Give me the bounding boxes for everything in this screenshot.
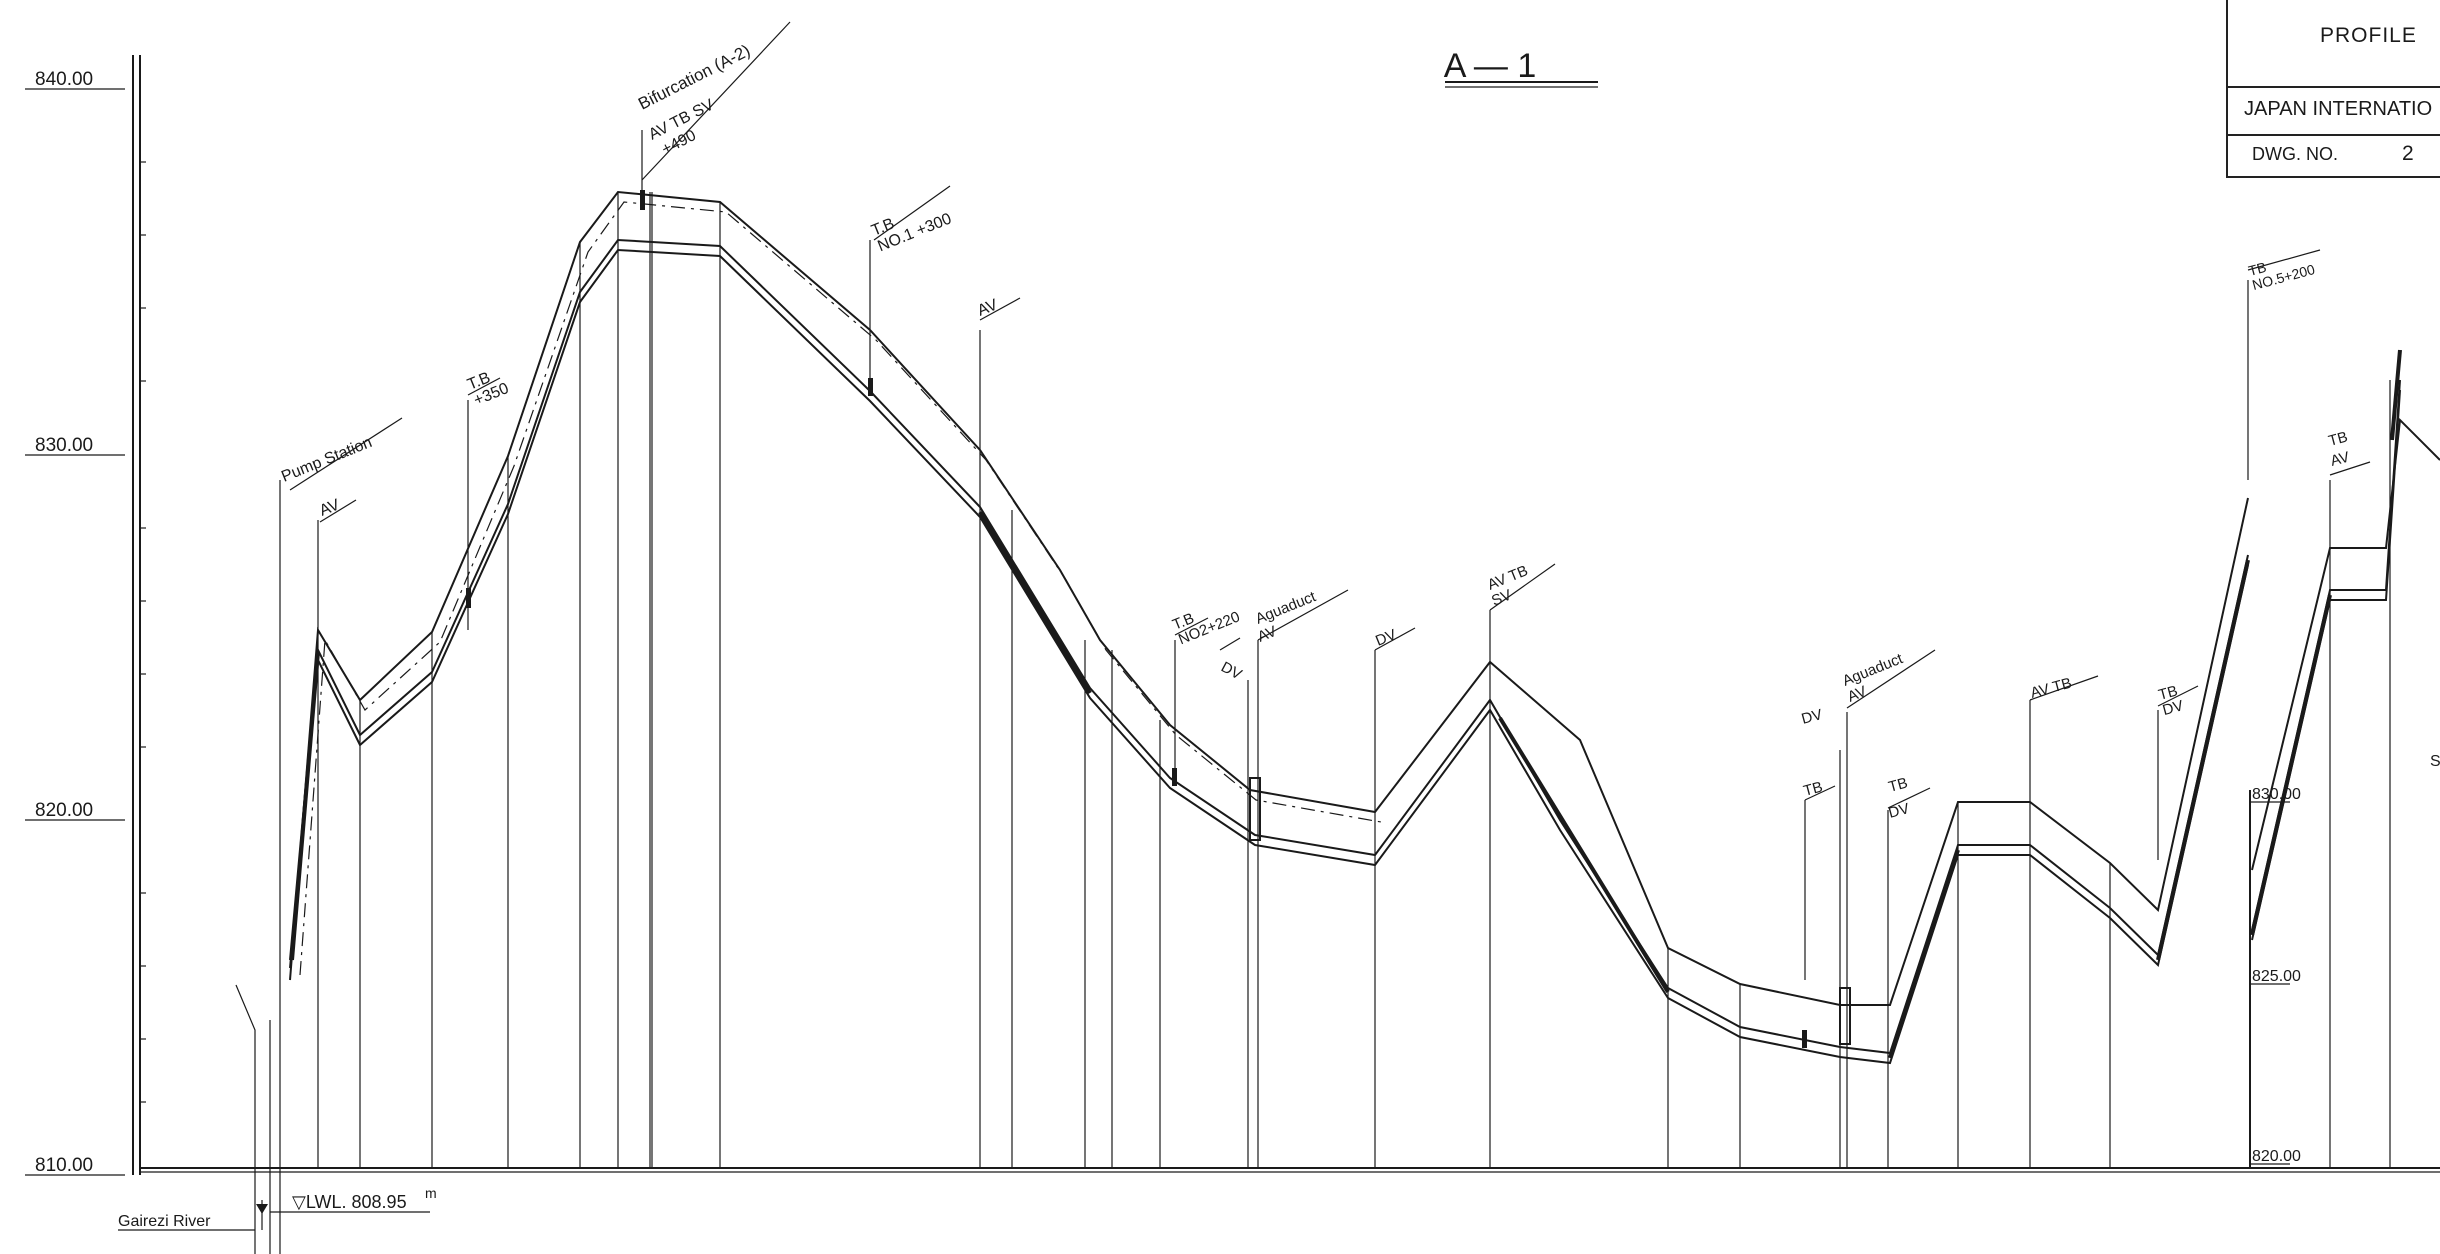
pipeline-heavy-5 (978, 510, 1092, 695)
left-elevation-axis (25, 55, 146, 1176)
label-av-4: AV (1845, 683, 1869, 706)
right-partial-label: S (2430, 753, 2440, 770)
pipeline-top (289, 238, 2249, 1055)
label-dv-3: DV (1800, 706, 1825, 728)
water-level-unit: m (425, 1185, 437, 1201)
label-av-tb-2: AV TB (2029, 675, 2074, 702)
right-ground-line (2251, 417, 2440, 871)
label-av-3: AV (1255, 623, 1279, 646)
ground-line-offset (299, 201, 1382, 976)
drawing-title: A — 1 (1444, 47, 1537, 85)
annotation-leaders (289, 21, 2371, 809)
label-aqueduct-1: Aguaduct (1253, 588, 1319, 628)
right-elevation-label-825: 825.00 (2252, 968, 2301, 985)
ground-line (289, 190, 2249, 1006)
title-block-organization: JAPAN INTERNATIO (2244, 98, 2433, 120)
label-sv-1: SV (1489, 586, 1514, 609)
pipeline-heavy-4 (2156, 559, 2250, 961)
pipeline-heavy-3 (1888, 849, 1960, 1059)
label-pump-station: Pump Station (279, 434, 374, 486)
label-aqueduct-2: Aguaduct (1840, 650, 1906, 690)
right-elevation-label-820: 820.00 (2252, 1148, 2301, 1165)
elevation-label-820: 820.00 (35, 800, 93, 821)
river-marker (118, 984, 430, 1254)
label-av-2: AV (975, 296, 1000, 319)
river-name: Gairezi River (118, 1213, 211, 1230)
label-tb-no2: T.BNO2+220 (1170, 594, 1242, 649)
label-bifurcation: Bifurcation (A-2) (635, 41, 753, 114)
right-elevation-label-830: 830.00 (2252, 786, 2301, 803)
aqueduct-structure-1 (1249, 777, 1261, 841)
right-pipeline-heavy-2 (2390, 349, 2402, 441)
aqueduct-structure-2 (1839, 987, 1851, 1045)
title-block-title: PROFILE (2320, 24, 2417, 47)
title-block-dwg-label: DWG. NO. (2252, 144, 2338, 164)
right-pipeline-bottom (2251, 389, 2401, 941)
label-tb-1: TB (1802, 778, 1825, 799)
pipeline-heavy-1 (290, 651, 320, 961)
label-dv-1: DV (1218, 659, 1244, 684)
pipeline-fittings (466, 190, 1807, 1048)
right-pipeline-heavy (2250, 594, 2332, 936)
station-lines (279, 130, 2391, 1254)
title-block-row-title (2226, 0, 2440, 88)
label-tb-350: T.B+350 (465, 364, 511, 409)
pipeline-bottom (289, 248, 2249, 1065)
label-dv-2: DV (1373, 626, 1399, 650)
label-tb-3: TB (2327, 428, 2350, 449)
label-dv-4: DV (1887, 800, 1912, 822)
label-tb-dv: TBDV (2157, 682, 2186, 719)
pipeline-heavy-2 (1498, 716, 1670, 994)
label-av-5: AV (2329, 449, 2352, 470)
label-tb-2: TB (1887, 774, 1910, 795)
title-block-dwg-number: 2 (2402, 142, 2414, 165)
label-av-1: AV (317, 496, 342, 519)
title-block-row-org (2226, 86, 2440, 136)
label-tb-no1: T.BNO.1 +300 (869, 195, 954, 256)
elevation-label-840: 840.00 (35, 69, 93, 90)
water-level: ▽LWL. 808.95 (292, 1192, 407, 1212)
elevation-label-810: 810.00 (35, 1155, 93, 1176)
elevation-label-830: 830.00 (35, 435, 93, 456)
